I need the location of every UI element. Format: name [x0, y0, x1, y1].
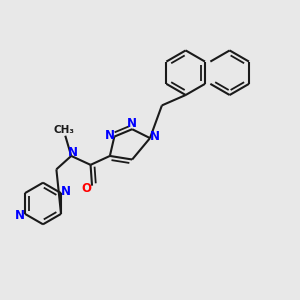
Text: N: N [68, 146, 78, 159]
Text: O: O [81, 182, 91, 195]
Text: N: N [149, 130, 160, 143]
Text: N: N [105, 129, 115, 142]
Text: N: N [15, 209, 25, 222]
Text: N: N [127, 117, 137, 130]
Text: CH₃: CH₃ [54, 125, 75, 135]
Text: N: N [61, 185, 71, 198]
